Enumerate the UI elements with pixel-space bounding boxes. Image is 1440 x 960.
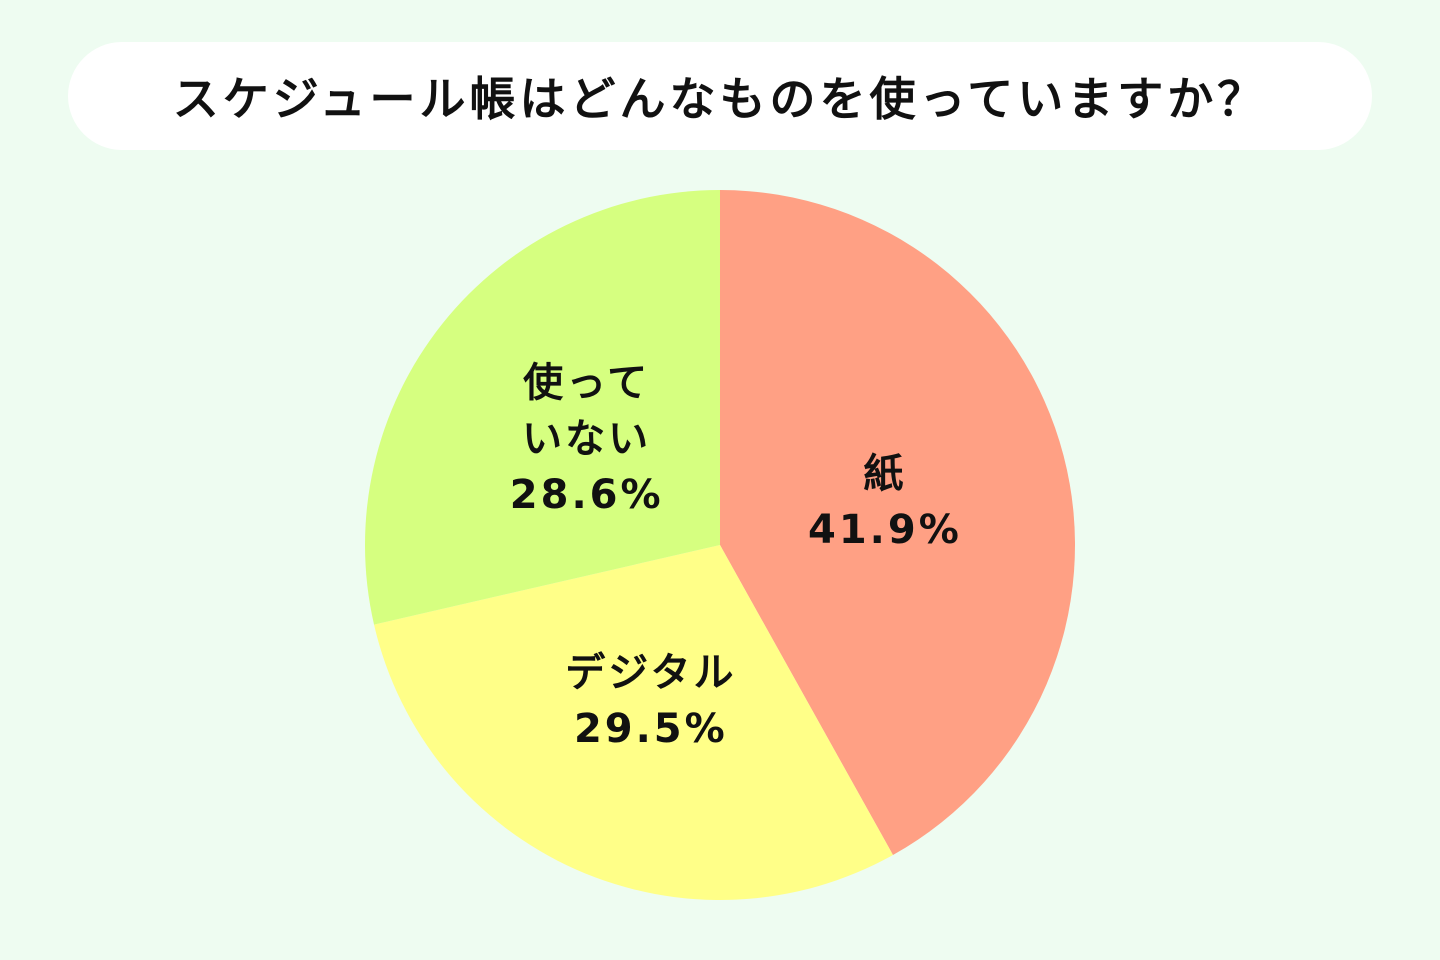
slice-label: 紙 41.9% bbox=[808, 446, 962, 558]
value-label: 29.5% bbox=[573, 705, 728, 752]
category-label: 使って いない bbox=[522, 359, 652, 462]
slice-label: 使って いない 28.6% bbox=[510, 355, 664, 523]
slice-label: デジタル 29.5% bbox=[565, 645, 736, 757]
pie-slice bbox=[364, 190, 720, 625]
pie-slice bbox=[374, 545, 893, 900]
chart-title: スケジュール帳はどんなものを使っていますか？ bbox=[172, 72, 1268, 126]
value-label: 28.6% bbox=[509, 471, 664, 518]
title-box: スケジュール帳はどんなものを使っていますか？ bbox=[68, 42, 1372, 150]
category-label: 紙 bbox=[863, 451, 907, 498]
value-label: 41.9% bbox=[808, 507, 962, 554]
category-label: デジタル bbox=[565, 649, 737, 696]
pie-slice bbox=[720, 190, 1075, 856]
